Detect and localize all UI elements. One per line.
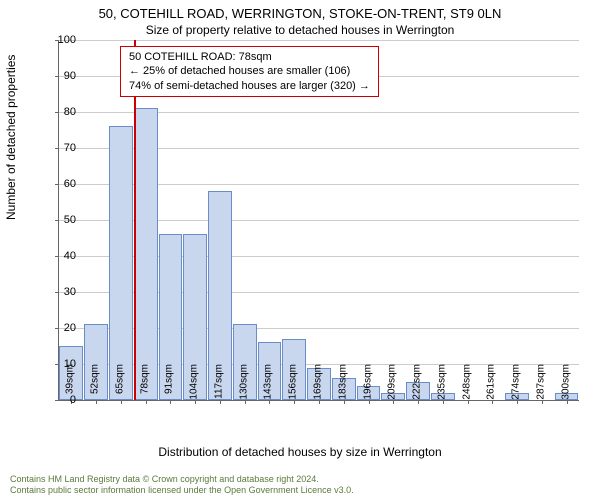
xtick-mark: [344, 400, 345, 404]
xtick-mark: [517, 400, 518, 404]
ytick-label: 70: [46, 142, 76, 154]
xtick-label: 143sqm: [263, 364, 274, 400]
xtick-mark: [418, 400, 419, 404]
footer-line1: Contains HM Land Registry data © Crown c…: [10, 474, 354, 485]
xtick-label: 248sqm: [461, 364, 472, 400]
xtick-label: 222sqm: [412, 364, 423, 400]
xtick-label: 117sqm: [213, 364, 224, 399]
chart-subtitle: Size of property relative to detached ho…: [0, 21, 600, 37]
annotation-line3: 74% of semi-detached houses are larger (…: [129, 79, 370, 93]
ytick-label: 100: [46, 34, 76, 46]
ytick-label: 80: [46, 106, 76, 118]
x-axis-label: Distribution of detached houses by size …: [0, 445, 600, 459]
xtick-mark: [542, 400, 543, 404]
xtick-mark: [220, 400, 221, 404]
ytick-label: 20: [46, 322, 76, 334]
xtick-label: 104sqm: [189, 364, 200, 400]
xtick-label: 52sqm: [90, 364, 101, 394]
xtick-label: 196sqm: [362, 364, 373, 400]
xtick-label: 274sqm: [511, 364, 522, 400]
footer-attribution: Contains HM Land Registry data © Crown c…: [10, 474, 354, 496]
xtick-mark: [170, 400, 171, 404]
bar: [134, 108, 158, 400]
xtick-label: 91sqm: [164, 364, 175, 394]
xtick-label: 209sqm: [387, 364, 398, 400]
xtick-mark: [96, 400, 97, 404]
xtick-mark: [121, 400, 122, 404]
xtick-mark: [146, 400, 147, 404]
xtick-label: 39sqm: [65, 364, 76, 394]
gridline: [59, 40, 579, 41]
xtick-label: 156sqm: [288, 364, 299, 400]
chart-title: 50, COTEHILL ROAD, WERRINGTON, STOKE-ON-…: [0, 0, 600, 21]
xtick-label: 261sqm: [486, 364, 497, 400]
xtick-mark: [369, 400, 370, 404]
xtick-mark: [443, 400, 444, 404]
ytick-label: 40: [46, 250, 76, 262]
xtick-label: 169sqm: [313, 364, 324, 400]
ytick-label: 60: [46, 178, 76, 190]
xtick-mark: [468, 400, 469, 404]
ytick-label: 30: [46, 286, 76, 298]
y-axis-label: Number of detached properties: [4, 55, 18, 220]
xtick-mark: [393, 400, 394, 404]
xtick-mark: [492, 400, 493, 404]
xtick-mark: [294, 400, 295, 404]
xtick-mark: [319, 400, 320, 404]
xtick-label: 130sqm: [238, 364, 249, 400]
chart-container: 50, COTEHILL ROAD, WERRINGTON, STOKE-ON-…: [0, 0, 600, 500]
annotation-line1: 50 COTEHILL ROAD: 78sqm: [129, 50, 370, 64]
ytick-label: 0: [46, 394, 76, 406]
xtick-label: 235sqm: [436, 364, 447, 400]
ytick-label: 50: [46, 214, 76, 226]
xtick-label: 300sqm: [560, 364, 571, 400]
xtick-label: 78sqm: [139, 364, 150, 394]
annotation-line2: ← 25% of detached houses are smaller (10…: [129, 64, 370, 78]
ytick-label: 90: [46, 70, 76, 82]
xtick-label: 65sqm: [114, 364, 125, 394]
xtick-mark: [567, 400, 568, 404]
xtick-mark: [269, 400, 270, 404]
bar: [109, 126, 133, 400]
xtick-label: 287sqm: [535, 364, 546, 400]
annotation-box: 50 COTEHILL ROAD: 78sqm ← 25% of detache…: [120, 46, 379, 97]
xtick-mark: [245, 400, 246, 404]
footer-line2: Contains public sector information licen…: [10, 485, 354, 496]
xtick-label: 183sqm: [337, 364, 348, 400]
xtick-mark: [195, 400, 196, 404]
